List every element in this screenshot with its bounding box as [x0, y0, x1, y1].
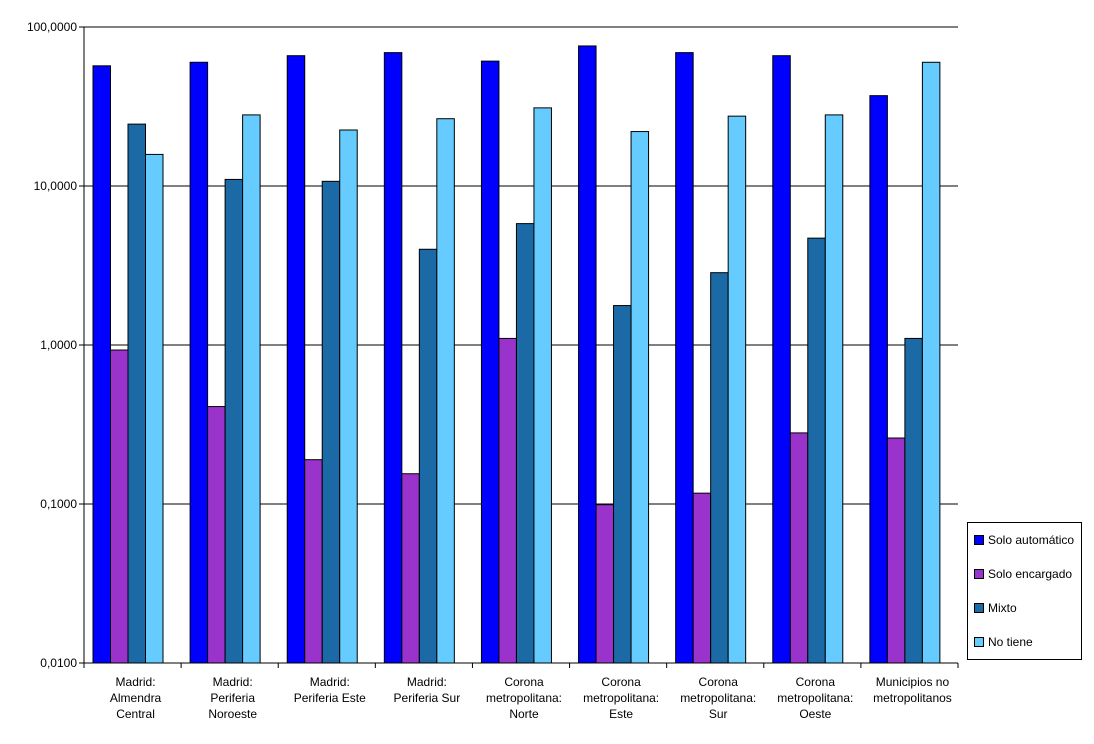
- bar: [286, 55, 306, 664]
- bar: [515, 223, 535, 664]
- bar: [578, 45, 597, 664]
- x-category-label: Madrid: Periferia Este: [294, 675, 366, 705]
- legend-swatch: [974, 535, 984, 545]
- legend-swatch: [974, 603, 984, 613]
- legend-swatch: [974, 569, 984, 579]
- bar: [675, 52, 694, 664]
- y-tick-label: 10,0000: [34, 179, 78, 193]
- bar: [383, 52, 403, 664]
- x-category-label: Madrid: Periferia Sur: [394, 675, 461, 705]
- bar: [145, 153, 164, 664]
- bar: [824, 114, 844, 664]
- bar: [498, 337, 517, 664]
- x-category-label: Corona metropolitana: Norte: [486, 675, 562, 721]
- x-category-label: Corona metropolitana: Sur: [680, 675, 756, 721]
- bar: [789, 432, 809, 664]
- x-category-label: Corona metropolitana: Oeste: [777, 675, 853, 721]
- y-tick-label: 100,0000: [27, 20, 77, 34]
- bar: [242, 114, 261, 664]
- legend-swatch: [974, 637, 984, 647]
- bar: [480, 60, 500, 664]
- legend-item: Solo encargado: [974, 566, 1072, 582]
- legend-label: Mixto: [988, 601, 1017, 615]
- x-category-label: Madrid: Periferia Noroeste: [208, 675, 257, 721]
- legend-label: No tiene: [988, 635, 1033, 649]
- y-tick-label: 0,1000: [40, 497, 77, 511]
- bar: [904, 337, 923, 664]
- bar: [224, 178, 244, 664]
- bar: [630, 131, 650, 664]
- bar: [807, 237, 826, 664]
- bar: [127, 123, 146, 664]
- legend-label: Solo automático: [988, 533, 1075, 547]
- bar: [339, 129, 358, 664]
- bar: [189, 61, 209, 664]
- bars: [92, 45, 941, 664]
- bar: [886, 437, 906, 664]
- bar: [304, 459, 323, 664]
- legend-label: Solo encargado: [988, 567, 1073, 581]
- bar: [533, 107, 552, 664]
- bar: [869, 95, 888, 664]
- bar: [613, 305, 632, 664]
- legend-item: Mixto: [974, 600, 1017, 616]
- x-category-label: Corona metropolitana: Este: [583, 675, 659, 721]
- bar: [692, 492, 712, 664]
- bar: [595, 504, 615, 664]
- y-tick-labels: 0,0100 0,1000 1,0000 10,0000 100,0000: [27, 20, 77, 670]
- bar: [727, 115, 747, 664]
- bar: [772, 55, 791, 664]
- x-category-labels: Madrid: Almendra Central Madrid: Periferia No…: [110, 675, 952, 721]
- bar: [321, 180, 341, 664]
- bar: [921, 61, 941, 664]
- y-tick-label: 1,0000: [40, 338, 77, 352]
- legend-item: Solo automático: [974, 532, 1074, 548]
- x-category-label: Municipios no metropolitanos: [873, 675, 952, 705]
- axes: [79, 26, 959, 668]
- legend: Solo automático Solo encargado Mixto No tie…: [967, 522, 1082, 660]
- bar: [418, 248, 438, 664]
- bar: [401, 473, 420, 664]
- bar: [110, 349, 129, 664]
- bar: [92, 65, 111, 664]
- bar: [710, 272, 729, 664]
- legend-item: No tiene: [974, 634, 1033, 650]
- x-category-label: Madrid: Almendra Central: [110, 675, 162, 721]
- bar: [207, 406, 226, 664]
- y-tick-label: 0,0100: [40, 656, 77, 670]
- bar: [436, 118, 455, 664]
